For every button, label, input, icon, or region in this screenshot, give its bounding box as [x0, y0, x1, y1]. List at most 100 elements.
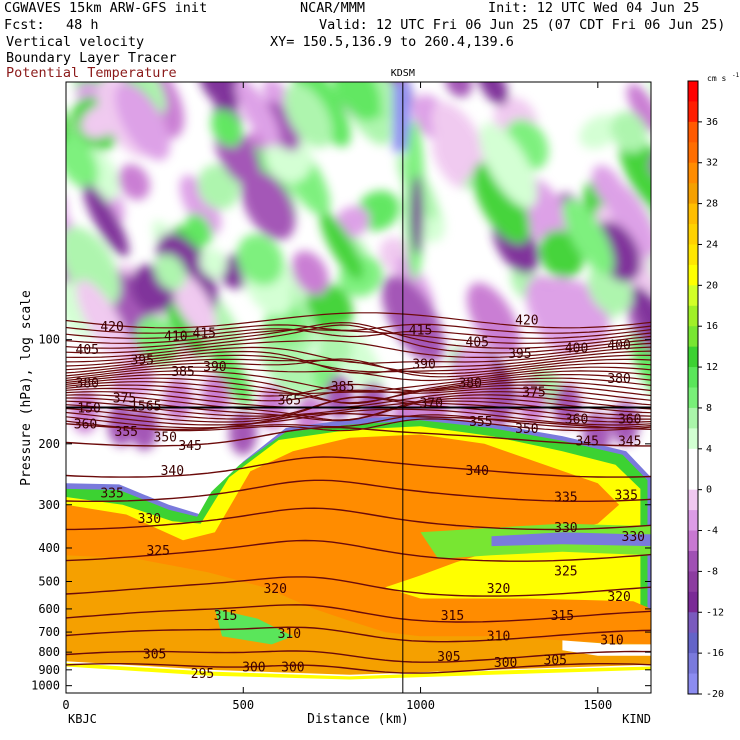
colorbar-swatch	[688, 510, 698, 532]
velocity-streak	[472, 162, 531, 244]
theta-label: 345	[618, 435, 641, 450]
theta-contour-upper	[66, 312, 651, 329]
tropopause-eddy	[518, 380, 547, 425]
theta-label: 295	[191, 667, 214, 682]
theta-label: 420	[515, 313, 538, 328]
theta-label: 305	[544, 653, 567, 668]
theta-label: 340	[161, 464, 184, 479]
theta-label: 330	[138, 512, 161, 527]
colorbar-swatch	[688, 407, 698, 429]
theta-contour-upper	[66, 358, 651, 378]
tropopause-eddy	[228, 411, 257, 456]
colorbar-swatch	[688, 612, 698, 634]
colorbar-label: -4	[706, 526, 718, 537]
velocity-streak	[198, 82, 245, 109]
y-tick-label: 600	[38, 602, 60, 616]
velocity-streak	[284, 83, 333, 148]
colorbar-swatch	[688, 203, 698, 225]
velocity-streak	[525, 278, 581, 356]
theta-contour-upper	[66, 374, 651, 405]
velocity-streak	[83, 184, 129, 257]
theta-label: 355	[469, 415, 492, 430]
theta-contour-upper	[66, 321, 651, 349]
colorbar-label: 32	[706, 158, 718, 169]
theta-label: 315	[441, 609, 464, 624]
velocity-streak	[291, 250, 329, 296]
colorbar-unit: cm s	[707, 74, 726, 83]
theta-label: 420	[100, 320, 123, 335]
velocity-streak	[185, 213, 213, 246]
x-axis-label: Distance (km)	[307, 712, 409, 727]
velocity-streak	[631, 285, 651, 370]
cross-section-xy: XY= 150.5,136.9 to 260.4,139.6	[270, 34, 514, 50]
shear-green-patch	[214, 608, 293, 645]
theta-label: 410	[164, 330, 187, 345]
theta-label: 360	[74, 418, 97, 433]
theta-label: 380	[458, 377, 481, 392]
velocity-streak	[591, 165, 626, 209]
colorbar-swatch	[688, 305, 698, 327]
theta-contour-lower	[66, 650, 651, 663]
velocity-streak	[76, 279, 131, 364]
y-tick-label: 1000	[31, 679, 60, 693]
velocity-streak	[235, 82, 280, 147]
theta-contour-lower	[66, 539, 651, 562]
theta-label: 340	[466, 464, 489, 479]
colorbar-label: 24	[706, 239, 718, 250]
theta-label: 315	[551, 609, 574, 624]
colorbar-frame	[687, 80, 699, 695]
y-tick-label: 500	[38, 575, 60, 589]
colorbar-swatch	[688, 653, 698, 675]
colorbar-swatch	[688, 428, 698, 450]
theta-label: 405	[466, 336, 489, 351]
colorbar-swatch	[688, 264, 698, 286]
axes: 0 500 1000 1500 100 200 300 400 500 600 700 800 900 1…	[19, 68, 651, 727]
theta-label: 300	[494, 656, 517, 671]
theta-contour-upper	[66, 381, 651, 395]
theta-label: 375	[113, 392, 136, 407]
colorbar-unit-exponent: -1	[732, 72, 740, 79]
field-boundary-layer-tracer: Boundary Layer Tracer	[6, 50, 177, 66]
velocity-streak	[381, 275, 445, 363]
velocity-streak	[199, 248, 228, 278]
theta-label: 325	[554, 565, 577, 580]
y-tick-label: 700	[38, 625, 60, 639]
theta-label: 400	[607, 339, 630, 354]
theta-contour-lower	[66, 576, 651, 597]
colorbar-label: 16	[706, 321, 718, 332]
y-tick-label: 100	[38, 333, 60, 347]
velocity-streak	[115, 82, 171, 161]
theta-contour-upper	[66, 358, 651, 375]
velocity-streak	[432, 138, 466, 188]
colorbar-label: -16	[706, 648, 724, 659]
model-title: CGWAVES 15km ARW-GFS init	[4, 0, 208, 16]
station-label: KDSM	[391, 68, 415, 79]
x-tick-label: 500	[232, 698, 254, 712]
theta-label: 400	[565, 341, 588, 356]
y-tick-label: 300	[38, 498, 60, 512]
x-tick-label: 1000	[406, 698, 435, 712]
theta-label: 415	[409, 323, 432, 338]
theta-label: 370	[419, 397, 442, 412]
theta-contour-lower	[66, 604, 651, 623]
theta-contour-lower	[66, 663, 651, 674]
velocity-streak	[477, 82, 509, 106]
theta-label: 335	[554, 491, 577, 506]
colorbar-label: 36	[706, 117, 718, 128]
boundary-layer-field	[66, 414, 651, 693]
colorbar-swatch	[688, 367, 698, 388]
theta-label: 320	[607, 590, 630, 605]
velocity-streak	[154, 254, 187, 291]
surface-layer	[66, 663, 651, 680]
velocity-streak	[124, 82, 167, 113]
updraft-core	[392, 82, 411, 152]
velocity-streak	[319, 212, 364, 281]
theta-contour-upper	[66, 391, 651, 409]
theta-contour-lower	[66, 626, 651, 643]
colorbar-label: -20	[706, 689, 724, 700]
theta-contours	[66, 82, 651, 693]
colorbar-swatch	[688, 530, 698, 552]
velocity-streak	[9, 145, 72, 212]
